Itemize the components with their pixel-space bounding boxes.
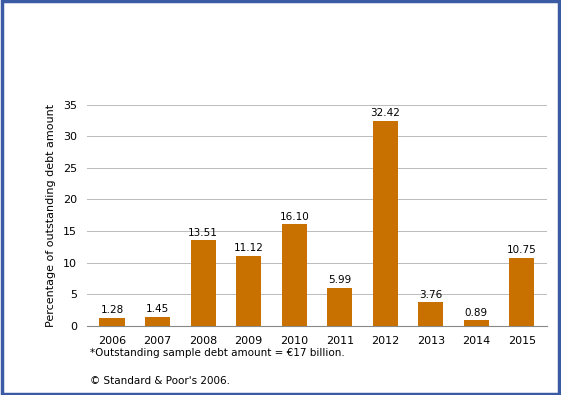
Bar [145, 317, 170, 326]
Text: © Standard & Poor's 2006.: © Standard & Poor's 2006. [90, 376, 230, 386]
Text: 16.10: 16.10 [279, 212, 309, 222]
Text: 0.89: 0.89 [465, 308, 488, 318]
Bar [464, 320, 489, 326]
Bar [236, 256, 261, 326]
Bar [99, 318, 125, 326]
Bar [509, 258, 535, 326]
Text: 1.45: 1.45 [146, 304, 169, 314]
Text: 10.75: 10.75 [507, 245, 537, 256]
Text: 11.12: 11.12 [234, 243, 264, 253]
Text: 5.99: 5.99 [328, 275, 351, 286]
Text: 32.42: 32.42 [370, 109, 400, 118]
Text: 13.51: 13.51 [188, 228, 218, 238]
Text: *Outstanding sample debt amount = €17 billion.: *Outstanding sample debt amount = €17 bi… [90, 348, 344, 358]
Bar [419, 302, 443, 326]
Bar [373, 121, 398, 326]
Bar [282, 224, 307, 326]
Text: Program loans: Program loans [8, 40, 94, 53]
Y-axis label: Percentage of outstanding debt amount: Percentage of outstanding debt amount [46, 104, 56, 327]
Text: Chart 5: Percentage Of Outstanding Debt Amount* In Each Year: Chart 5: Percentage Of Outstanding Debt … [8, 13, 484, 26]
Text: 3.76: 3.76 [419, 290, 443, 299]
Text: 1.28: 1.28 [100, 305, 123, 315]
Bar [191, 241, 215, 326]
Bar [327, 288, 352, 326]
